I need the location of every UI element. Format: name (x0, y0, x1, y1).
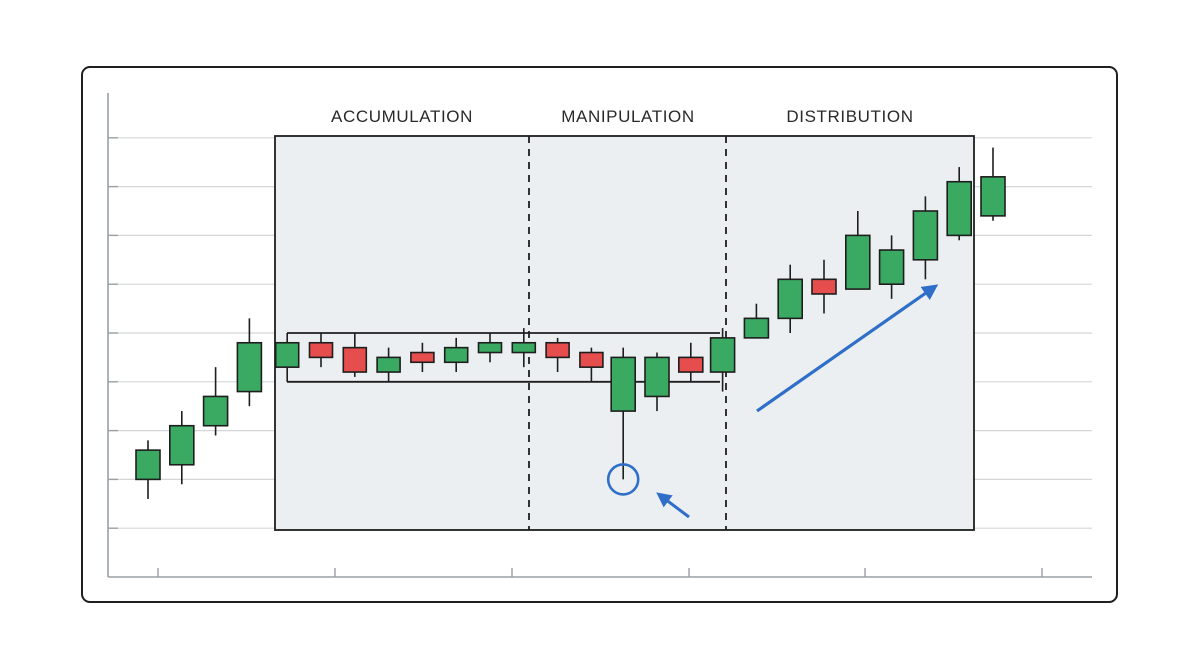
candle (202, 367, 229, 436)
candle-body (511, 341, 537, 354)
candle (878, 235, 905, 299)
candle (743, 303, 770, 339)
phase-label-distribution: DISTRIBUTION (786, 107, 913, 126)
sweep-circle (606, 463, 640, 496)
candle-body (811, 278, 837, 295)
candle-body (980, 176, 1006, 217)
candle (342, 333, 368, 377)
phase-label-accumulation: ACCUMULATION (331, 107, 473, 126)
candle (376, 347, 401, 382)
candle-body (477, 341, 503, 354)
candle-body (610, 356, 637, 412)
candle-body (169, 424, 195, 466)
candle-body (677, 356, 704, 373)
candle (477, 333, 503, 363)
candle-body (912, 210, 939, 261)
candle-body (946, 180, 973, 237)
annotations (606, 284, 939, 519)
candle-body (410, 351, 435, 364)
candle-body (777, 278, 804, 320)
candle (677, 342, 704, 382)
candle-body (844, 234, 871, 290)
candle (274, 333, 300, 382)
phase-label-manipulation: MANIPULATION (561, 107, 694, 126)
candle-body (308, 341, 334, 359)
candle-body (376, 356, 401, 373)
candle (236, 318, 263, 407)
candle-body (342, 346, 368, 373)
candle-body (709, 337, 736, 373)
candle (545, 337, 570, 373)
candle-body (135, 449, 161, 481)
candle (410, 342, 435, 373)
candle-body (236, 341, 263, 393)
candle (912, 196, 939, 280)
candle-body (743, 317, 770, 339)
candle (811, 259, 837, 314)
candle-body (579, 351, 604, 368)
candle (443, 337, 469, 373)
candle-body (644, 356, 670, 398)
candle-body (545, 341, 570, 359)
candle (777, 264, 804, 333)
sweep-arrow (656, 492, 690, 519)
candle (135, 440, 161, 499)
axes (107, 93, 1092, 578)
candle (579, 347, 604, 382)
trend-arrow (756, 284, 939, 413)
candle-body (274, 341, 300, 368)
candle (511, 328, 537, 368)
candle (169, 411, 195, 485)
candle-body (202, 395, 229, 427)
candle (844, 211, 871, 290)
candle (308, 333, 334, 368)
candle-body (443, 346, 469, 364)
candle-body (878, 249, 905, 285)
candle (610, 347, 637, 480)
candle (644, 352, 670, 412)
candle (709, 328, 736, 392)
phase-labels: ACCUMULATION MANIPULATION DISTRIBUTION (331, 107, 913, 126)
candle (980, 147, 1006, 221)
candles (135, 147, 1006, 499)
candle (946, 167, 973, 241)
